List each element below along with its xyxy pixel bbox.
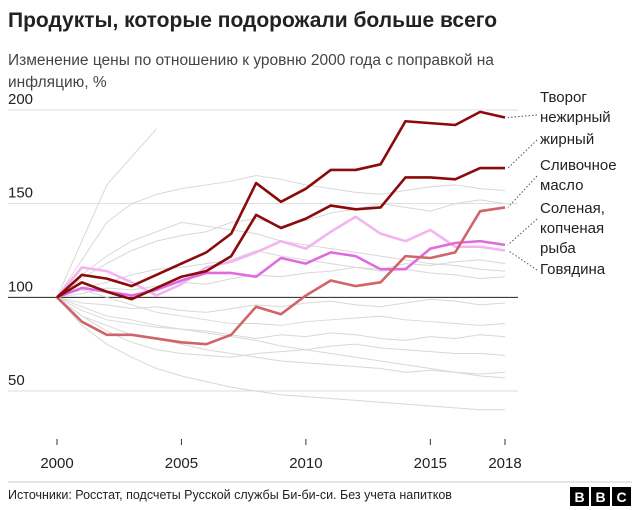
leader	[507, 175, 538, 208]
series-line	[55, 215, 506, 299]
logo-letter: B	[595, 489, 605, 505]
leader	[507, 250, 538, 271]
series-line	[56, 166, 505, 301]
background-line	[56, 250, 506, 298]
series-label: Творог нежирный	[540, 89, 611, 126]
series-line	[56, 206, 506, 346]
x-tick-label: 2018	[488, 455, 521, 472]
background-line	[56, 175, 506, 298]
background-line	[56, 128, 157, 298]
logo-letter: C	[616, 489, 626, 505]
series-line	[56, 239, 506, 299]
y-tick-label: 200	[8, 91, 33, 108]
series-label: Говядина	[540, 261, 606, 278]
series-line	[56, 110, 506, 299]
background-line	[56, 296, 506, 313]
x-tick-label: 2005	[165, 455, 198, 472]
logo-box	[570, 487, 589, 506]
series-label: Соленая, копченая рыба	[540, 200, 605, 257]
leader	[507, 114, 538, 118]
x-tick-label: 2015	[414, 455, 447, 472]
background-line	[56, 259, 506, 298]
background-line	[56, 296, 506, 358]
series-label: жирный	[540, 131, 595, 148]
background-line	[56, 289, 506, 326]
logo-letter: B	[574, 489, 584, 505]
background-line	[56, 296, 506, 379]
leader	[507, 139, 538, 169]
background-line	[56, 296, 506, 341]
series-label: Сливочное масло	[540, 157, 617, 194]
x-tick-label: 2000	[40, 455, 73, 472]
source: Источники: Росстат, подсчеты Русской слу…	[8, 488, 452, 502]
y-tick-label: 100	[8, 278, 33, 295]
background-line	[56, 297, 505, 411]
chart-title: Продукты, которые подорожали больше всег…	[8, 9, 497, 32]
x-tick-label: 2010	[289, 455, 322, 472]
logo-box	[591, 487, 610, 506]
y-tick-label: 50	[8, 372, 25, 389]
logo-box	[612, 487, 631, 506]
background-line	[56, 199, 506, 298]
subtitle: Изменение цены по отношению к уровню 200…	[8, 52, 494, 91]
leader	[507, 218, 538, 246]
y-tick-label: 150	[8, 185, 33, 202]
